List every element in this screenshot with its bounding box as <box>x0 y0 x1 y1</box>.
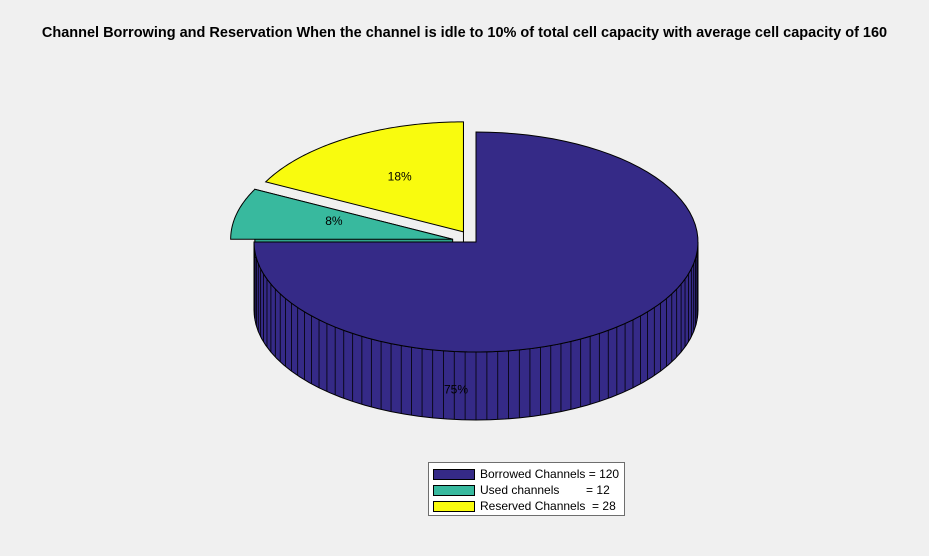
legend-label-borrowed: Borrowed Channels = 120 <box>480 467 620 481</box>
legend-item-borrowed: Borrowed Channels = 120 <box>429 466 624 482</box>
slice-label-borrowed: 75% <box>444 382 468 396</box>
legend-item-used: Used channels = 12 <box>429 482 624 498</box>
pie-labels: 75% 8% 18% <box>325 169 468 396</box>
legend-swatch-reserved <box>433 500 475 512</box>
slice-label-reserved: 18% <box>388 169 412 183</box>
slice-top-used <box>230 188 453 240</box>
slice-top-reserved <box>264 121 464 233</box>
legend-swatch-borrowed <box>433 468 475 480</box>
pie-tops <box>230 121 699 353</box>
slice-label-used: 8% <box>325 214 343 228</box>
legend-label-reserved: Reserved Channels = 28 <box>480 499 616 513</box>
legend-item-reserved: Reserved Channels = 28 <box>429 498 624 514</box>
legend-label-used: Used channels = 12 <box>480 483 610 497</box>
chart-title: Channel Borrowing and Reservation When t… <box>41 25 888 41</box>
legend-swatch-used <box>433 484 475 496</box>
legend: Borrowed Channels = 120 Used channels = … <box>428 462 625 516</box>
slice-top-borrowed <box>253 131 699 353</box>
